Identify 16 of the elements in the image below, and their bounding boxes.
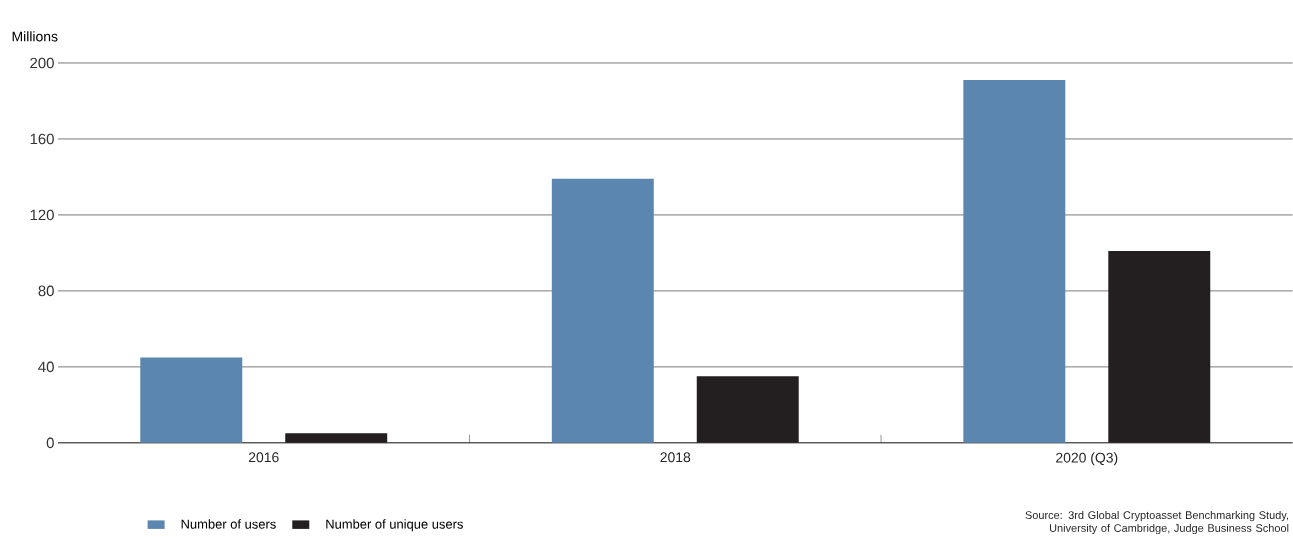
bar <box>551 178 654 443</box>
x-tick-label: 2020 (Q3) <box>1056 452 1118 466</box>
source-note: Source: 3rd Global Cryptoasset Benchmarking Study, University of Cambridge, Judge Business School <box>1025 510 1289 534</box>
y-tick-label: 0 <box>46 437 54 448</box>
legend-label: Number of users <box>181 519 276 529</box>
y-axis-title: Millions <box>12 31 58 42</box>
y-tick-label: 80 <box>38 285 54 296</box>
bar <box>140 357 243 443</box>
legend-label: Number of unique users <box>326 519 463 532</box>
x-tick-label: 2016 <box>248 452 279 463</box>
bar <box>963 79 1066 443</box>
y-tick-label: 160 <box>30 133 54 145</box>
x-tick-label: 2018 <box>660 452 691 463</box>
y-tick-label: 120 <box>30 209 54 221</box>
y-tick-label: 40 <box>38 361 54 372</box>
y-tick-label: 200 <box>30 57 54 69</box>
